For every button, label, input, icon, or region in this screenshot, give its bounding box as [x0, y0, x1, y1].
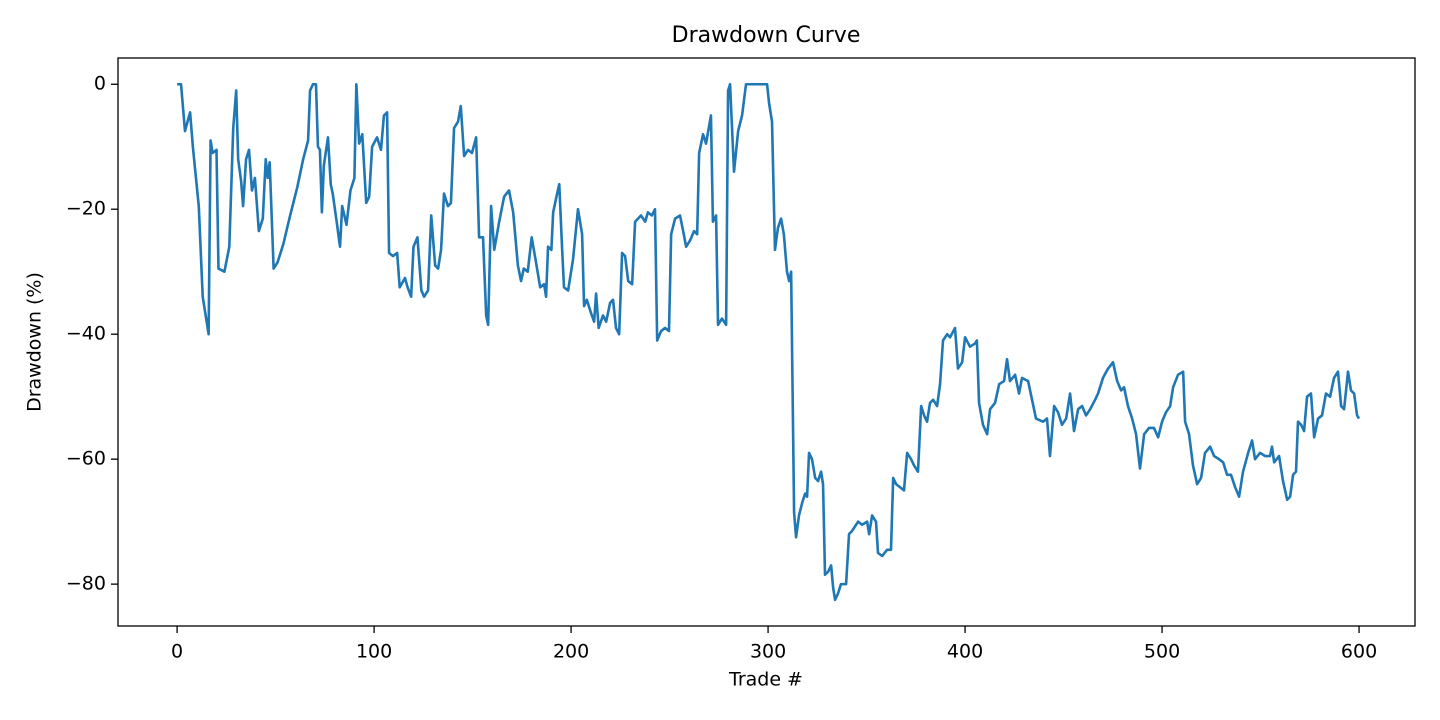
y-tick-label: −20 [66, 198, 106, 220]
y-tick-label: 0 [94, 73, 106, 95]
drawdown-line [177, 82, 1361, 602]
x-tick-label: 600 [1341, 641, 1377, 663]
plot-frame [117, 57, 1416, 627]
y-tick-label: −60 [66, 448, 106, 470]
y-tick-label: −40 [66, 323, 106, 345]
chart-title: Drawdown Curve [672, 23, 861, 48]
x-tick-label: 300 [750, 641, 786, 663]
x-tick-label: 400 [947, 641, 983, 663]
y-tick-label: −80 [66, 573, 106, 595]
x-tick-label: 200 [553, 641, 589, 663]
x-axis-label: Trade # [728, 669, 803, 691]
x-tick-label: 0 [171, 641, 183, 663]
x-tick-label: 500 [1144, 641, 1180, 663]
x-tick-label: 100 [356, 641, 392, 663]
y-axis-label: Drawdown (%) [24, 272, 46, 412]
